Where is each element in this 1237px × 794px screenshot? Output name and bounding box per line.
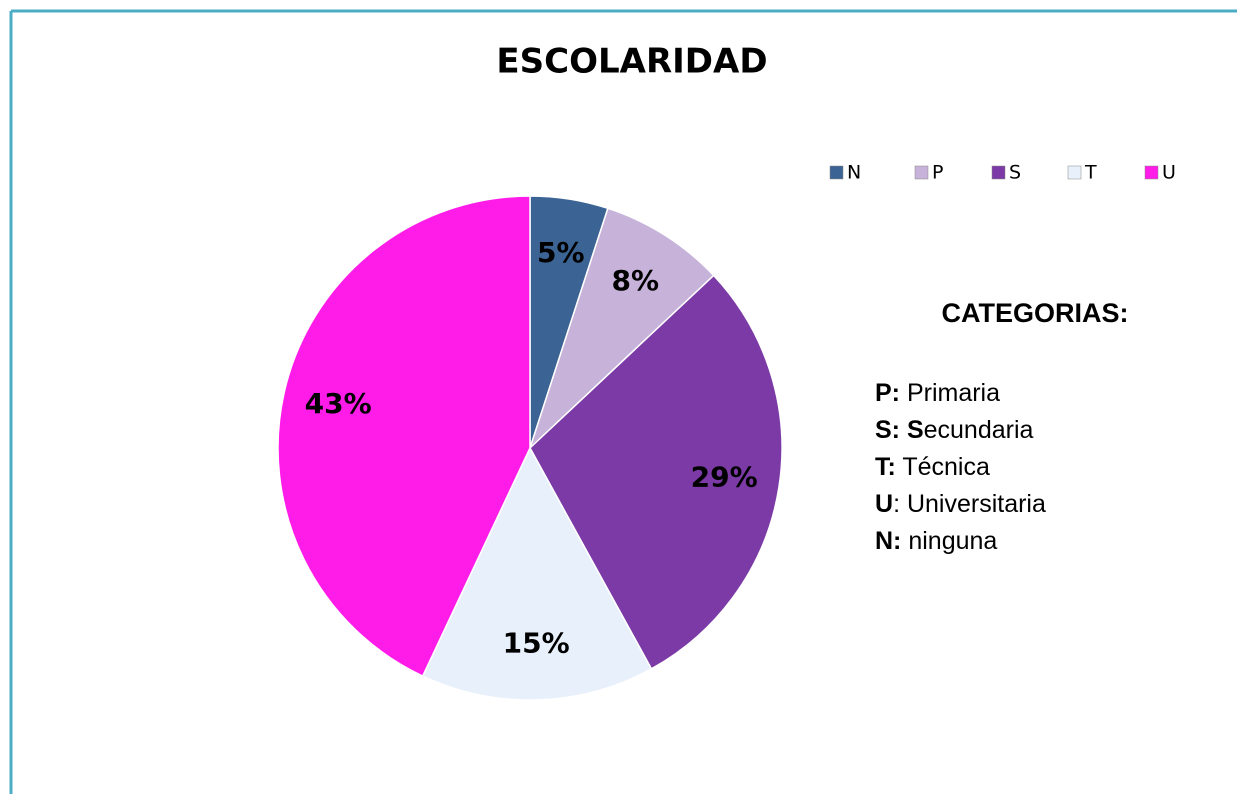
category-key: S: S [875,416,924,444]
data-label: 15% [503,626,570,659]
data-label: 5% [537,236,585,269]
legend-swatch [1144,165,1159,180]
category-item: P: Primaria [875,375,1215,412]
category-text: Técnica [895,453,990,481]
category-key: T: [875,453,896,481]
categories-heading: CATEGORIAS: [941,298,1129,328]
categories-box: CATEGORIAS: P: Primaria S: Secundaria T: T… [875,298,1215,560]
category-text: ecundaria [923,416,1034,444]
data-label: 8% [612,264,660,297]
legend-label: P [932,162,943,184]
pie-slice [421,446,653,701]
data-label: 29% [691,461,758,494]
category-text: ninguna [901,527,998,555]
category-item: T: Técnica [875,449,1215,486]
legend-swatch [914,165,929,180]
pie-slice [529,274,783,670]
pie-slice [277,195,531,678]
chart-title: ESCOLARIDAD [496,42,767,82]
legend-label: T [1084,162,1097,184]
legend-label: S [1009,162,1021,184]
legend-label: N [847,162,861,184]
category-key: N: [875,527,902,555]
legend-label: U [1162,162,1176,184]
category-key: P: [875,379,900,407]
category-item: N: ninguna [875,523,1215,560]
pie-slice [529,207,715,449]
legend-swatch [1067,165,1082,180]
category-item: S: Secundaria [875,412,1215,449]
legend-swatch [829,165,844,180]
category-text: Primaria [900,379,1001,407]
category-key: U [875,490,894,518]
category-item: U: Universitaria [875,486,1215,523]
category-text: : Universitaria [893,490,1046,518]
data-label: 43% [305,387,372,420]
legend-swatch [991,165,1006,180]
